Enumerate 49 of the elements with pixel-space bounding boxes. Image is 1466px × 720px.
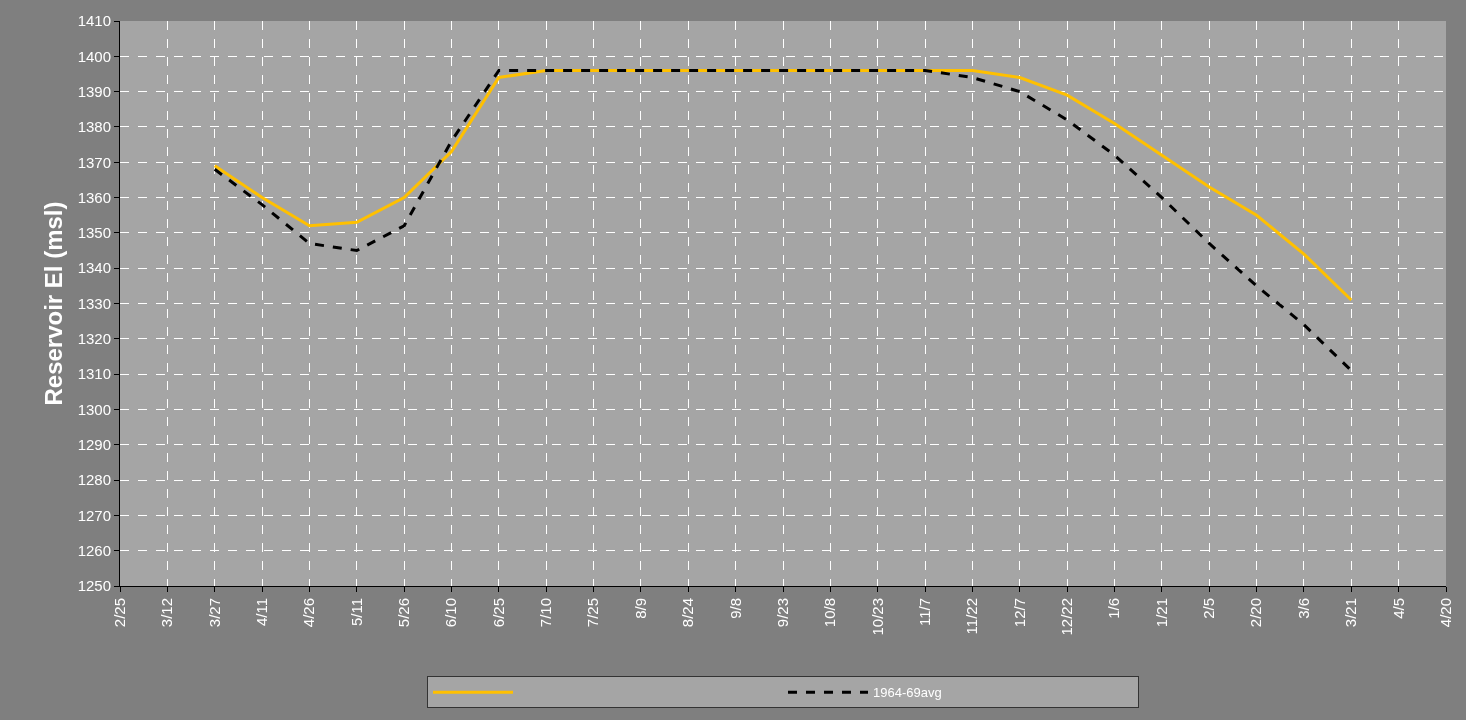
x-tick-label: 3/12 bbox=[158, 598, 176, 628]
x-tick-label: 6/25 bbox=[489, 598, 507, 628]
x-tick-label: 10/23 bbox=[868, 598, 886, 636]
x-tick-label: 4/11 bbox=[252, 598, 270, 627]
x-tick-label: 7/25 bbox=[584, 598, 602, 628]
y-tick-label: 1400 bbox=[77, 47, 111, 65]
x-tick-label: 11/22 bbox=[963, 598, 981, 635]
y-tick-label: 1390 bbox=[77, 82, 111, 100]
x-tick-label: 2/5 bbox=[1200, 598, 1218, 619]
x-tick-label: 5/11 bbox=[347, 598, 365, 627]
x-tick-label: 3/21 bbox=[1342, 598, 1360, 628]
x-tick-label: 1/6 bbox=[1105, 598, 1123, 619]
x-tick-label: 9/23 bbox=[773, 598, 791, 628]
x-tick-label: 1/21 bbox=[1152, 598, 1170, 628]
x-tick-label: 6/10 bbox=[442, 598, 460, 628]
y-axis-title: Reservoir El (msl) bbox=[40, 201, 67, 406]
line-series bbox=[213, 68, 1353, 373]
x-tick-label: 7/10 bbox=[537, 598, 555, 628]
x-tick-label: 4/5 bbox=[1389, 598, 1407, 619]
x-tick-label: 2/25 bbox=[110, 598, 128, 628]
y-tick-label: 1350 bbox=[77, 224, 111, 242]
y-tick-label: 1300 bbox=[77, 400, 111, 418]
y-tick-label: 1380 bbox=[77, 118, 111, 136]
x-tick-label: 9/8 bbox=[726, 598, 744, 619]
y-tick-label: 1340 bbox=[77, 259, 111, 277]
y-tick-label: 1320 bbox=[77, 330, 111, 348]
y-tick-label: 1250 bbox=[77, 577, 111, 595]
y-tick-label: 1330 bbox=[77, 294, 111, 312]
y-tick-label: 1360 bbox=[77, 188, 111, 206]
x-tick-label: 8/24 bbox=[679, 598, 697, 628]
x-tick-label: 8/9 bbox=[631, 598, 649, 619]
text: 1964-69avg bbox=[873, 685, 942, 701]
y-tick-label: 1270 bbox=[77, 506, 111, 524]
x-tick-label: 12/22 bbox=[1058, 598, 1076, 636]
y-tick-label: 1310 bbox=[77, 365, 111, 383]
x-tick-label: 12/7 bbox=[1010, 598, 1028, 628]
x-tick-label: 5/26 bbox=[395, 598, 413, 628]
x-tick-label: 4/26 bbox=[300, 598, 318, 628]
x-tick-label: 10/8 bbox=[821, 598, 839, 628]
x-tick-label: 3/6 bbox=[1294, 598, 1312, 619]
x-tick-label: 4/20 bbox=[1436, 598, 1454, 628]
x-tick-label: 3/27 bbox=[205, 598, 223, 628]
y-tick-label: 1260 bbox=[77, 541, 111, 559]
y-tick-label: 1410 bbox=[77, 12, 111, 30]
y-tick-label: 1280 bbox=[77, 471, 111, 489]
y-tick-label: 1290 bbox=[77, 436, 111, 453]
x-tick-label: 2/20 bbox=[1247, 598, 1265, 628]
x-tick-label: 11/7 bbox=[915, 598, 933, 627]
y-tick-label: 1370 bbox=[77, 153, 111, 171]
